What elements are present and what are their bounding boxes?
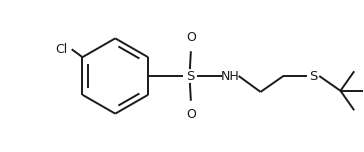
Text: O: O <box>186 108 196 121</box>
Text: Cl: Cl <box>55 43 68 56</box>
Text: S: S <box>309 69 317 83</box>
Text: S: S <box>186 69 194 83</box>
Text: O: O <box>186 31 196 44</box>
Text: NH: NH <box>220 69 239 83</box>
